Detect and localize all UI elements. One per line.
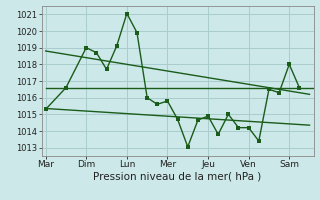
X-axis label: Pression niveau de la mer( hPa ): Pression niveau de la mer( hPa )	[93, 172, 262, 182]
